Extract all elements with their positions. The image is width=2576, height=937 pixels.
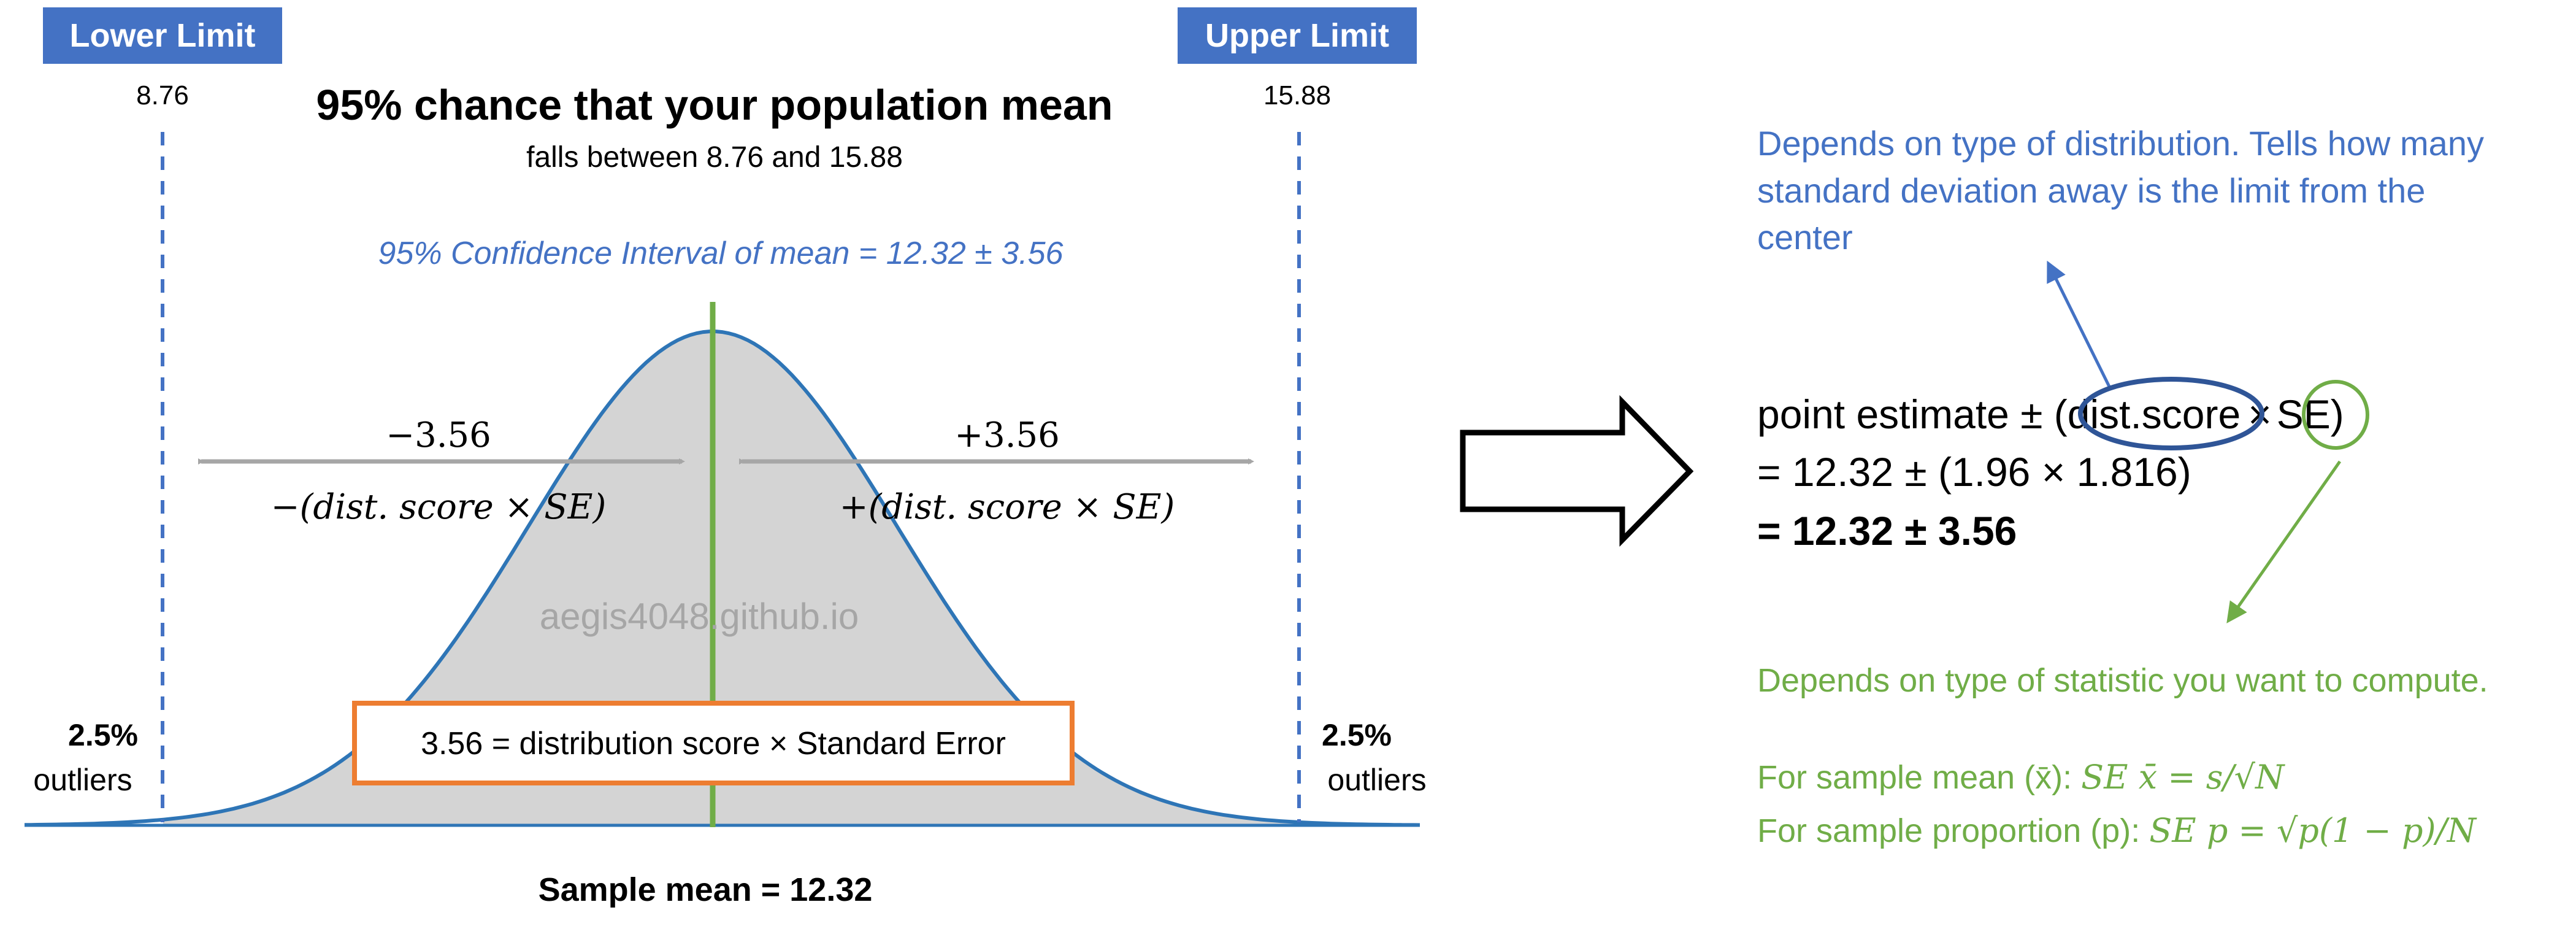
minus-formula: −(dist. score × SE) [271, 487, 607, 527]
score-box [352, 701, 1075, 785]
distribution-note-line-3: center [1757, 218, 1853, 256]
upper-limit-badge [1178, 7, 1417, 64]
watermark: aegis4048.github.io [540, 596, 859, 637]
plus-value: +3.56 [954, 415, 1060, 455]
sample-proportion-se-label: For sample proportion (p): [1757, 812, 2149, 849]
sample-mean-se-formula: SE x̄ = s/√N [2081, 758, 2285, 796]
formula-dist-score: dist.score [2068, 391, 2241, 437]
confidence-interval-text: 95% Confidence Interval of mean = 12.32 … [378, 236, 1064, 271]
statistic-pointer-arrow [2226, 460, 2342, 623]
lower-limit-badge [43, 7, 282, 64]
lower-limit-value: 8.76 [136, 80, 189, 110]
left-outlier-label: outliers [33, 763, 132, 797]
score-box-text: 3.56 = distribution score × Standard Err… [421, 726, 1006, 762]
sample-mean-label: Sample mean = 12.32 [539, 871, 873, 908]
distribution-note-line-2: standard deviation away is the limit fro… [1757, 171, 2425, 210]
upper-limit-value: 15.88 [1263, 80, 1331, 110]
sample-proportion-se-line: For sample proportion (p): SE p = √p(1 −… [1757, 811, 2477, 850]
formula-line-2: = 12.32 ± (1.96 × 1.816) [1757, 449, 2191, 495]
se-highlight [2302, 380, 2369, 450]
title: 95% chance that your population mean [316, 81, 1113, 129]
dist-score-highlight [2078, 377, 2264, 450]
formula-line-3: = 12.32 ± 3.56 [1757, 508, 2017, 553]
subtitle: falls between 8.76 and 15.88 [526, 141, 903, 174]
bell-curve [24, 330, 1420, 827]
upper-limit-label: Upper Limit [1205, 17, 1389, 54]
sample-mean-se-line: For sample mean (x̄): SE x̄ = s/√N [1757, 758, 2285, 796]
right-outlier-label: outliers [1327, 763, 1426, 797]
distribution-note-line-1: Depends on type of distribution. Tells h… [1757, 124, 2484, 163]
sample-proportion-se-formula: SE p = √p(1 − p)/N [2149, 811, 2477, 850]
sample-mean-se-label: For sample mean (x̄): [1757, 759, 2081, 796]
lower-limit-label: Lower Limit [69, 17, 255, 54]
distribution-pointer-arrow [2047, 260, 2112, 389]
formula-prefix: point estimate ± ( [1757, 391, 2068, 437]
right-arrow-icon [1460, 395, 1694, 547]
formula-close: ) [2331, 391, 2344, 437]
left-outlier-percent: 2.5% [68, 718, 138, 752]
statistic-note: Depends on type of statistic you want to… [1757, 662, 2488, 699]
minus-value: −3.56 [386, 415, 491, 455]
plus-formula: +(dist. score × SE) [840, 487, 1175, 527]
right-outlier-percent: 2.5% [1322, 718, 1392, 752]
